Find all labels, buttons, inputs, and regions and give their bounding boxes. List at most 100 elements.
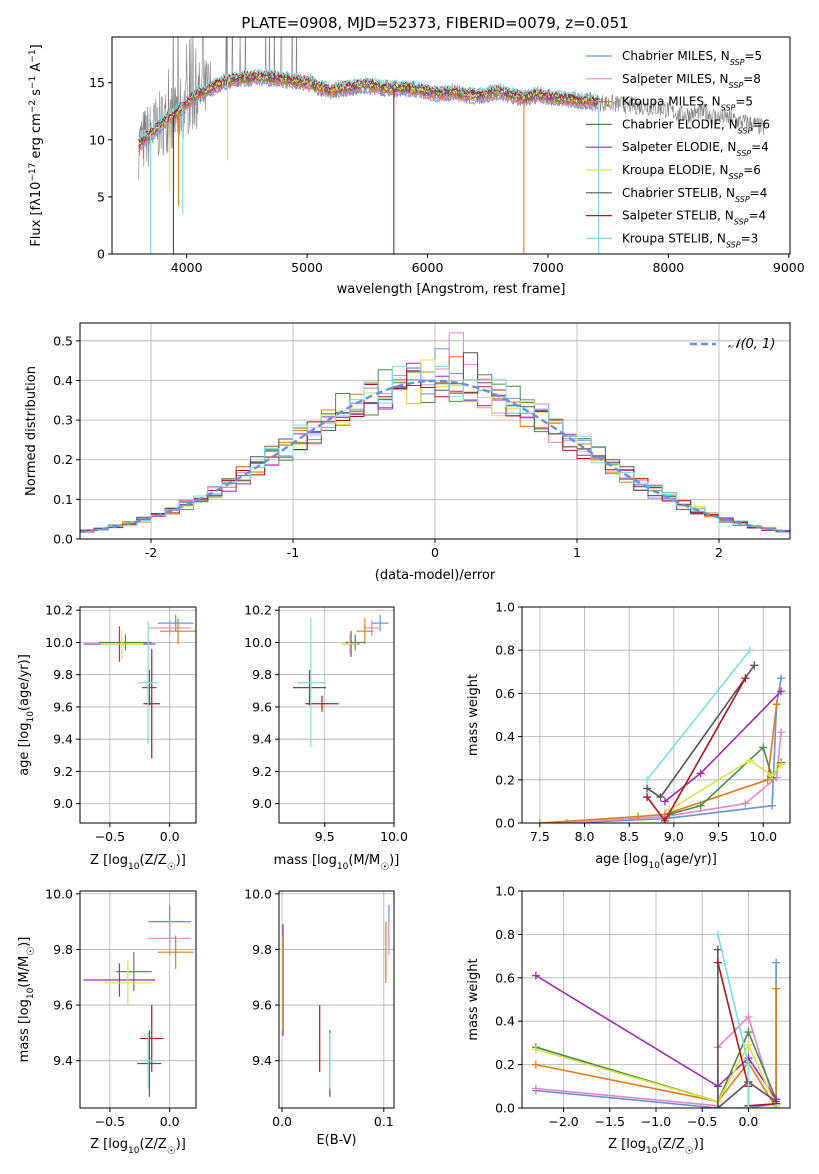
- y-tick-label: 5: [97, 189, 105, 204]
- x-tick-label: 10.0: [749, 829, 777, 844]
- x-tick-label: −1.5: [595, 1114, 625, 1129]
- series-marker: [745, 756, 754, 765]
- x-tick-label: 0.0: [738, 1114, 758, 1129]
- spectrum-frame: 4000 5000 6000 7000 8000 9000 0 5 10 15 wavelength…: [28, 36, 805, 297]
- series-line: [646, 649, 751, 781]
- plot-border: [111, 36, 791, 255]
- series-marker: [713, 945, 722, 954]
- series-marker: [713, 958, 722, 967]
- x-tick-label: 0.0: [160, 1114, 180, 1129]
- series-line: [717, 934, 777, 1108]
- model-spectrum-line: [138, 67, 599, 142]
- x-tick-label: 0.0: [272, 1114, 292, 1129]
- legend-entry: Chabrier ELODIE, NSSP=6: [622, 117, 770, 135]
- y-tick-label: 15: [89, 75, 105, 90]
- series-marker: [643, 784, 652, 793]
- y-tick-label: 9.4: [53, 1053, 73, 1068]
- x-tick-label: 4000: [171, 260, 203, 275]
- data-point: [160, 618, 196, 645]
- series-line: [539, 704, 778, 823]
- series-marker: [772, 958, 781, 967]
- data-point: [157, 615, 194, 632]
- x-tick-label: 8000: [652, 260, 684, 275]
- x-tick-label: −1.0: [641, 1114, 671, 1129]
- series-marker: [696, 801, 705, 810]
- y-axis-label: age [log10(age/yr)]: [17, 654, 36, 776]
- series-marker: [750, 661, 759, 670]
- plot-border: [521, 606, 791, 824]
- x-tick-label: −0.5: [687, 1114, 717, 1129]
- data-point: [297, 618, 325, 748]
- y-tick-label: 0.8: [495, 927, 515, 942]
- y-tick-label: 9.2: [252, 764, 272, 779]
- series-marker: [744, 1028, 753, 1037]
- series-marker: [713, 1104, 722, 1108]
- x-axis-label: E(B-V): [316, 1133, 356, 1148]
- data-point: [103, 960, 152, 1006]
- y-tick-label: 9.6: [252, 998, 272, 1013]
- y-tick-label: 0.2: [495, 772, 515, 787]
- x-tick-label: -1: [287, 545, 299, 560]
- data-point: [100, 629, 144, 659]
- x-tick-label: 7000: [532, 260, 564, 275]
- data-point: [356, 618, 374, 645]
- x-axis-label: wavelength [Angstrom, rest frame]: [337, 282, 566, 297]
- series-line: [646, 664, 755, 799]
- y-tick-label: 0.4: [495, 1014, 515, 1029]
- y-tick-label: 0.2: [495, 1057, 515, 1072]
- y-tick-label: 9.4: [252, 732, 272, 747]
- plot-border: [278, 890, 395, 1109]
- x-axis-label: mass [log10(M/M☉)]: [274, 853, 400, 873]
- age-z-frame: −0.5 0.0 9.0 9.2 9.4 9.6 9.8 10.0 10.2 Z [log10(Z…: [17, 603, 197, 873]
- series-marker: [768, 771, 777, 780]
- series-marker: [744, 1104, 753, 1108]
- x-axis-label: (data-model)/error: [375, 568, 496, 583]
- data-point: [143, 648, 161, 759]
- series-marker: [562, 819, 571, 823]
- legend-entry: Salpeter MILES, NSSP=8: [622, 72, 761, 90]
- y-tick-label: 9.6: [53, 998, 73, 1013]
- y-tick-label: 10: [89, 132, 105, 147]
- y-tick-label: 0.5: [53, 333, 73, 348]
- y-axis-label: mass weight: [466, 674, 481, 756]
- series-marker: [634, 812, 643, 821]
- y-tick-label: 0.4: [495, 729, 515, 744]
- legend-entry: Salpeter ELODIE, NSSP=4: [622, 140, 769, 158]
- series-marker: [741, 674, 750, 683]
- x-tick-label: 9.5: [709, 829, 729, 844]
- data-point: [142, 669, 157, 706]
- x-tick-label: 0.0: [160, 829, 180, 844]
- age-mass-points: [292, 615, 389, 748]
- y-axis-label: Flux [fλ10−17 erg cm−2 s−1 A−1]: [28, 44, 44, 246]
- y-axis-label: mass [log10(M/M☉)]: [17, 937, 37, 1063]
- age-z-points: [83, 615, 196, 759]
- weight-age-series: [535, 646, 786, 823]
- x-tick-label: −0.5: [95, 1114, 125, 1129]
- series-marker: [772, 1104, 781, 1108]
- data-point: [148, 921, 192, 955]
- series-marker: [768, 801, 777, 810]
- data-point: [138, 621, 158, 745]
- series-marker: [535, 819, 544, 823]
- x-axis-label: Z [log10(Z/Z☉)]: [608, 1137, 704, 1157]
- data-point: [345, 634, 365, 651]
- mass-ebv-axes: [279, 891, 394, 1108]
- chart-title: PLATE=0908, MJD=52373, FIBERID=0079, z=0…: [241, 14, 628, 32]
- y-tick-label: 0.6: [495, 686, 515, 701]
- y-tick-label: 9.6: [53, 699, 73, 714]
- x-tick-label: 1: [573, 545, 581, 560]
- series-marker: [656, 793, 665, 802]
- age-mass-axes: [279, 607, 395, 823]
- y-tick-label: 9.8: [53, 942, 73, 957]
- series-marker: [777, 687, 786, 696]
- data-point: [363, 619, 381, 637]
- x-axis-label: age [log10(age/yr)]: [595, 852, 717, 871]
- series-marker: [777, 674, 786, 683]
- x-tick-label: −2.0: [548, 1114, 578, 1129]
- y-tick-label: 10.0: [45, 886, 73, 901]
- age-mass-frame: 9.5 10.0 9.0 9.2 9.4 9.6 9.8 10.0 10.2 mass [log1…: [244, 603, 408, 873]
- legend-entry: Chabrier MILES, NSSP=5: [622, 49, 762, 67]
- y-tick-label: 0.2: [53, 452, 73, 467]
- series-marker: [777, 728, 786, 737]
- y-tick-label: 9.8: [252, 667, 272, 682]
